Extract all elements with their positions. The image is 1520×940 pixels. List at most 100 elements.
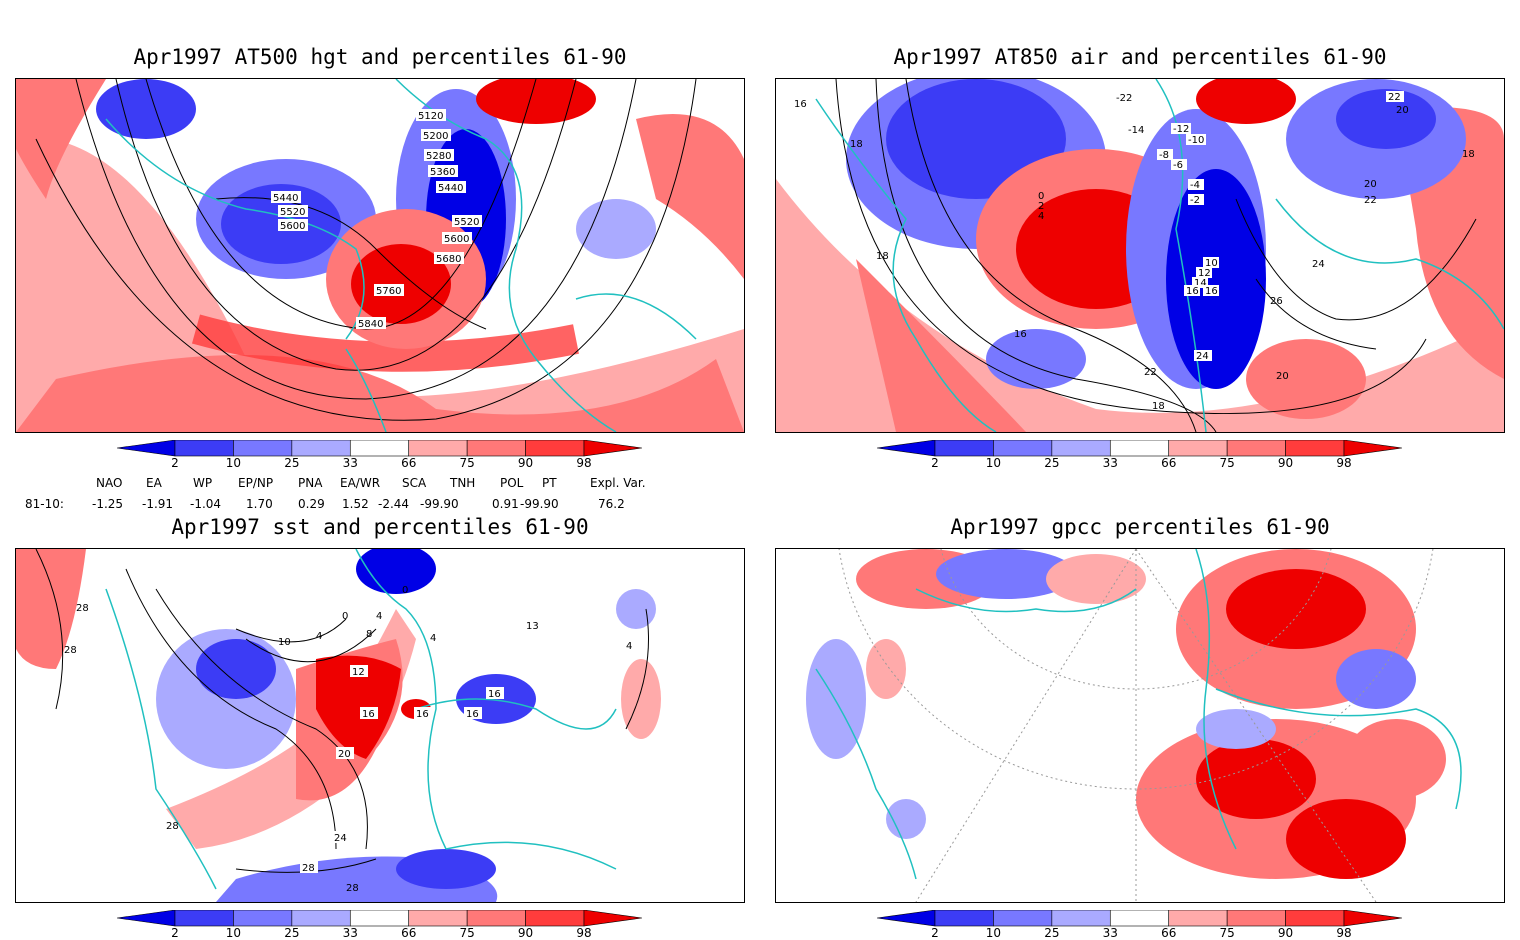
colorbar-swatch [1051,439,1111,457]
contour-label-group: 5120 5200 5280 5360 5440 5520 5440 5520 … [271,109,482,330]
colorbar-swatch [583,909,643,927]
colorbar-tick-label: 33 [1102,926,1118,940]
index-value: 0.91 [492,497,519,511]
percentile-fill-layer [806,549,1446,879]
colorbar-svg [876,909,1403,927]
colorbar-tick-label: 10 [225,926,242,940]
graticule [838,549,1434,902]
contour-label: 5280 [426,151,451,162]
colorbar-tick-label: 98 [576,456,592,470]
colorbar-tick-label: 33 [342,926,358,940]
contour-label: 18 [1462,149,1475,160]
contour-label: 4 [626,641,632,652]
index-header: SCA [402,476,427,490]
colorbar-tick-label: 98 [1336,456,1352,470]
contour-label-group: 28 28 0 4 8 4 12 16 16 16 16 20 24 28 28… [64,585,632,894]
colorbar-swatch [525,909,585,927]
index-value: -1.25 [92,497,124,511]
colorbar-tick-label: 2 [931,926,939,940]
panel-title-hgt500: Apr1997 AT500 hgt and percentiles 61-90 [133,45,627,69]
colorbar-swatch [1226,909,1286,927]
contour-label: 22 [1364,195,1377,206]
contour-label: -10 [1188,135,1204,146]
contour-label: 5600 [444,234,469,245]
contour-label: -12 [1173,124,1189,135]
contour-label: 16 [1205,286,1218,297]
colorbar-swatch [1285,909,1345,927]
index-value: -2.44 [378,497,410,511]
colorbar-swatch [174,439,234,457]
contour-label: 18 [850,139,863,150]
map-gpcc [806,549,1462,902]
colorbar-swatch [1285,439,1345,457]
index-value: 1.70 [246,497,273,511]
contour-label: 22 [1144,367,1157,378]
map-air850: -22 -14 -12 -10 -8 -6 -4 -2 0 2 4 10 12 … [776,79,1504,432]
contour-label: 28 [76,603,89,614]
coastlines [815,549,1462,880]
contour-label: 24 [334,833,347,844]
colorbar-tick-label: 33 [342,456,358,470]
colorbar-swatch [583,439,643,457]
contour-label: 5360 [430,167,455,178]
colorbar-swatch [1343,439,1403,457]
map-panel-hgt500: 5120 5200 5280 5360 5440 5520 5440 5520 … [15,78,745,433]
colorbar-swatch [525,439,585,457]
contour-label: 26 [1270,296,1283,307]
colorbar-swatch [349,439,410,457]
colorbar-swatch [116,909,176,927]
contour-label: 18 [876,251,889,262]
index-value: 76.2 [598,497,625,511]
contour-label: -22 [1116,93,1132,104]
contour-label: 20 [1276,371,1289,382]
coastlines [105,549,617,890]
contour-label: 4 [376,611,382,622]
colorbar-tick-label: 90 [517,456,534,470]
contour-label: 16 [416,709,429,720]
map-sst: 28 28 0 4 8 4 12 16 16 16 16 20 24 28 28… [16,549,661,902]
contour-label: -8 [1159,150,1169,161]
index-header: EP/NP [238,476,274,490]
colorbar-tick-label: 25 [284,456,300,470]
contour-label: 14 [1194,278,1207,289]
colorbar-swatch [1051,909,1111,927]
contour-label: 5440 [273,193,298,204]
colorbar-swatch [993,439,1053,457]
colorbar-tick-label: 33 [1102,456,1118,470]
colorbar-swatch [466,909,526,927]
colorbar-tick-label: 75 [459,926,475,940]
colorbar-swatch [466,439,526,457]
colorbar-tick-label: 66 [401,456,417,470]
contour-label: 16 [1014,329,1027,340]
contour-label: 5200 [423,131,448,142]
colorbar-tick-label: 2 [171,926,179,940]
colorbar-swatch [174,909,234,927]
colorbar-tick-label: 10 [225,456,242,470]
contour-label: 20 [338,749,351,760]
map-panel-air850: -22 -14 -12 -10 -8 -6 -4 -2 0 2 4 10 12 … [775,78,1505,433]
index-header: Expl. Var. [590,476,646,490]
colorbar-svg [876,439,1403,457]
contour-label: -4 [1190,180,1200,191]
colorbar-tick-label: 25 [1044,456,1060,470]
colorbar-swatch [349,909,410,927]
colorbar-swatch [291,909,351,927]
percentile-fill-layer [776,79,1504,432]
contour-label: -14 [1128,125,1144,136]
colorbar-tick-label: 98 [576,926,592,940]
contour-label: 13 [526,621,539,632]
contour-label: 0 [402,585,408,596]
contour-label: 16 [1186,286,1199,297]
contour-label: 12 [1198,268,1211,279]
colorbar-tick-label: 2 [931,456,939,470]
colorbar-swatch [993,909,1053,927]
colorbar-swatch [408,909,468,927]
contour-label: 10 [278,637,291,648]
index-header: EA/WR [340,476,381,490]
contour-label: 16 [362,709,375,720]
colorbar-tick-label: 25 [284,926,300,940]
percentile-fill-layer [16,549,661,902]
coastlines [815,79,1504,432]
colorbar-tick-label: 90 [1277,456,1294,470]
colorbar-tick-label: 10 [985,456,1002,470]
